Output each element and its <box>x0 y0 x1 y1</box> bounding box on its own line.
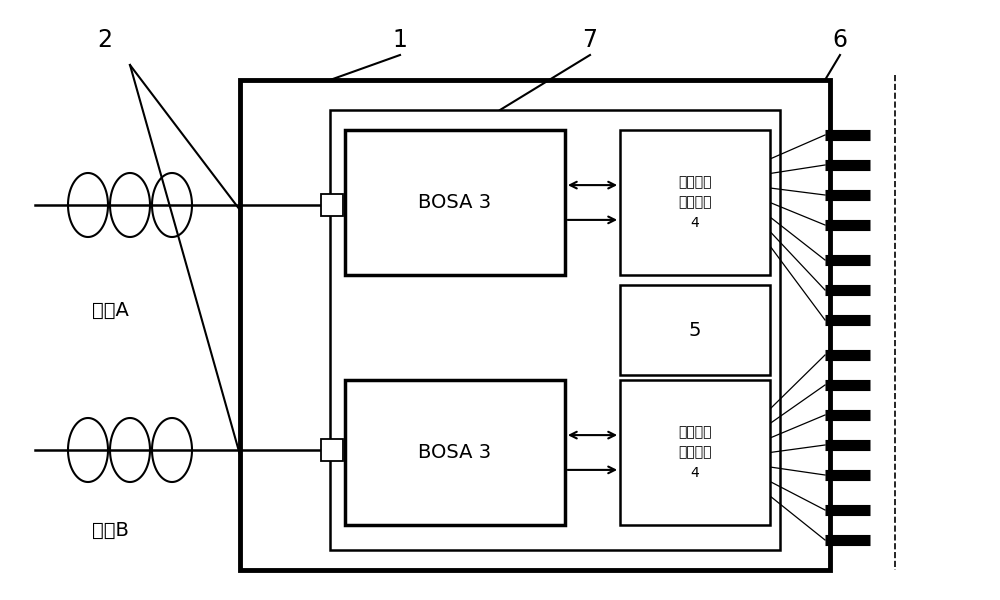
Text: 7: 7 <box>582 28 598 52</box>
Text: 物理媒介
控制单元
4: 物理媒介 控制单元 4 <box>678 425 712 480</box>
Text: 光纤A: 光纤A <box>92 301 128 319</box>
Bar <box>345 380 565 525</box>
Text: 物理媒介
控制单元
4: 物理媒介 控制单元 4 <box>678 175 712 230</box>
Bar <box>345 130 565 275</box>
Bar <box>321 439 343 461</box>
Text: 2: 2 <box>98 28 112 52</box>
Bar <box>620 380 770 525</box>
Bar <box>321 194 343 216</box>
Bar <box>620 130 770 275</box>
Text: BOSA 3: BOSA 3 <box>418 193 492 212</box>
Bar <box>240 80 830 570</box>
Bar <box>330 110 780 550</box>
Text: BOSA 3: BOSA 3 <box>418 443 492 462</box>
Text: 6: 6 <box>832 28 848 52</box>
Text: 1: 1 <box>393 28 407 52</box>
Bar <box>620 285 770 375</box>
Text: 5: 5 <box>689 320 701 340</box>
Text: 光纤B: 光纤B <box>92 520 128 539</box>
